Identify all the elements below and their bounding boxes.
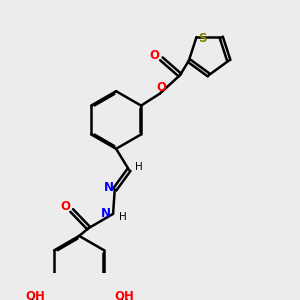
Text: H: H <box>119 212 126 222</box>
Text: O: O <box>60 200 70 213</box>
Text: O: O <box>149 49 159 62</box>
Text: H: H <box>121 299 128 300</box>
Text: OH: OH <box>25 290 45 300</box>
Text: H: H <box>135 162 142 172</box>
Text: N: N <box>101 207 111 220</box>
Text: OH: OH <box>115 290 134 300</box>
Text: H: H <box>31 299 39 300</box>
Text: N: N <box>104 181 114 194</box>
Text: O: O <box>156 81 167 94</box>
Text: S: S <box>198 32 207 45</box>
